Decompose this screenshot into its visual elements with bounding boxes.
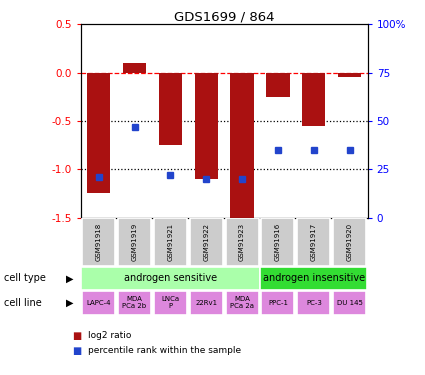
- Text: log2 ratio: log2 ratio: [88, 331, 132, 340]
- Bar: [226, 218, 258, 266]
- Text: PPC-1: PPC-1: [268, 300, 288, 306]
- Text: GSM91921: GSM91921: [167, 223, 173, 261]
- Bar: [159, 73, 182, 145]
- Text: 22Rv1: 22Rv1: [195, 300, 217, 306]
- Bar: [230, 73, 254, 222]
- Bar: [154, 291, 187, 315]
- Text: MDA
PCa 2b: MDA PCa 2b: [122, 296, 147, 309]
- Text: GSM91918: GSM91918: [96, 223, 102, 261]
- Bar: [298, 291, 330, 315]
- Text: androgen insensitive: androgen insensitive: [263, 273, 365, 284]
- Bar: [195, 73, 218, 179]
- Bar: [123, 63, 146, 73]
- Text: GSM91919: GSM91919: [132, 223, 138, 261]
- Bar: [333, 218, 366, 266]
- Bar: [154, 218, 187, 266]
- Text: ▶: ▶: [66, 298, 74, 308]
- Text: GSM91920: GSM91920: [347, 223, 353, 261]
- Text: cell type: cell type: [4, 273, 46, 284]
- Bar: [82, 218, 115, 266]
- Text: GSM91916: GSM91916: [275, 223, 281, 261]
- Bar: [261, 291, 295, 315]
- Bar: [118, 218, 151, 266]
- Bar: [298, 218, 330, 266]
- Bar: [82, 291, 115, 315]
- Text: LAPC-4: LAPC-4: [86, 300, 111, 306]
- Bar: [333, 291, 366, 315]
- Text: ■: ■: [72, 346, 82, 355]
- Text: GSM91923: GSM91923: [239, 223, 245, 261]
- Text: ■: ■: [72, 331, 82, 340]
- Bar: [226, 291, 258, 315]
- Bar: [87, 73, 111, 194]
- Bar: [266, 73, 289, 97]
- Bar: [302, 73, 326, 126]
- Bar: [190, 291, 223, 315]
- Bar: [118, 291, 151, 315]
- Bar: [190, 218, 223, 266]
- Bar: [338, 73, 361, 78]
- Text: GSM91922: GSM91922: [203, 223, 209, 261]
- Text: DU 145: DU 145: [337, 300, 363, 306]
- Text: ▶: ▶: [66, 273, 74, 284]
- Title: GDS1699 / 864: GDS1699 / 864: [174, 10, 275, 23]
- Text: GSM91917: GSM91917: [311, 223, 317, 261]
- Text: cell line: cell line: [4, 298, 42, 308]
- Text: MDA
PCa 2a: MDA PCa 2a: [230, 296, 254, 309]
- Text: LNCa
P: LNCa P: [162, 296, 179, 309]
- Bar: [261, 267, 367, 290]
- Text: androgen sensitive: androgen sensitive: [124, 273, 217, 284]
- Bar: [261, 218, 295, 266]
- Text: PC-3: PC-3: [306, 300, 322, 306]
- Bar: [81, 267, 260, 290]
- Text: percentile rank within the sample: percentile rank within the sample: [88, 346, 241, 355]
